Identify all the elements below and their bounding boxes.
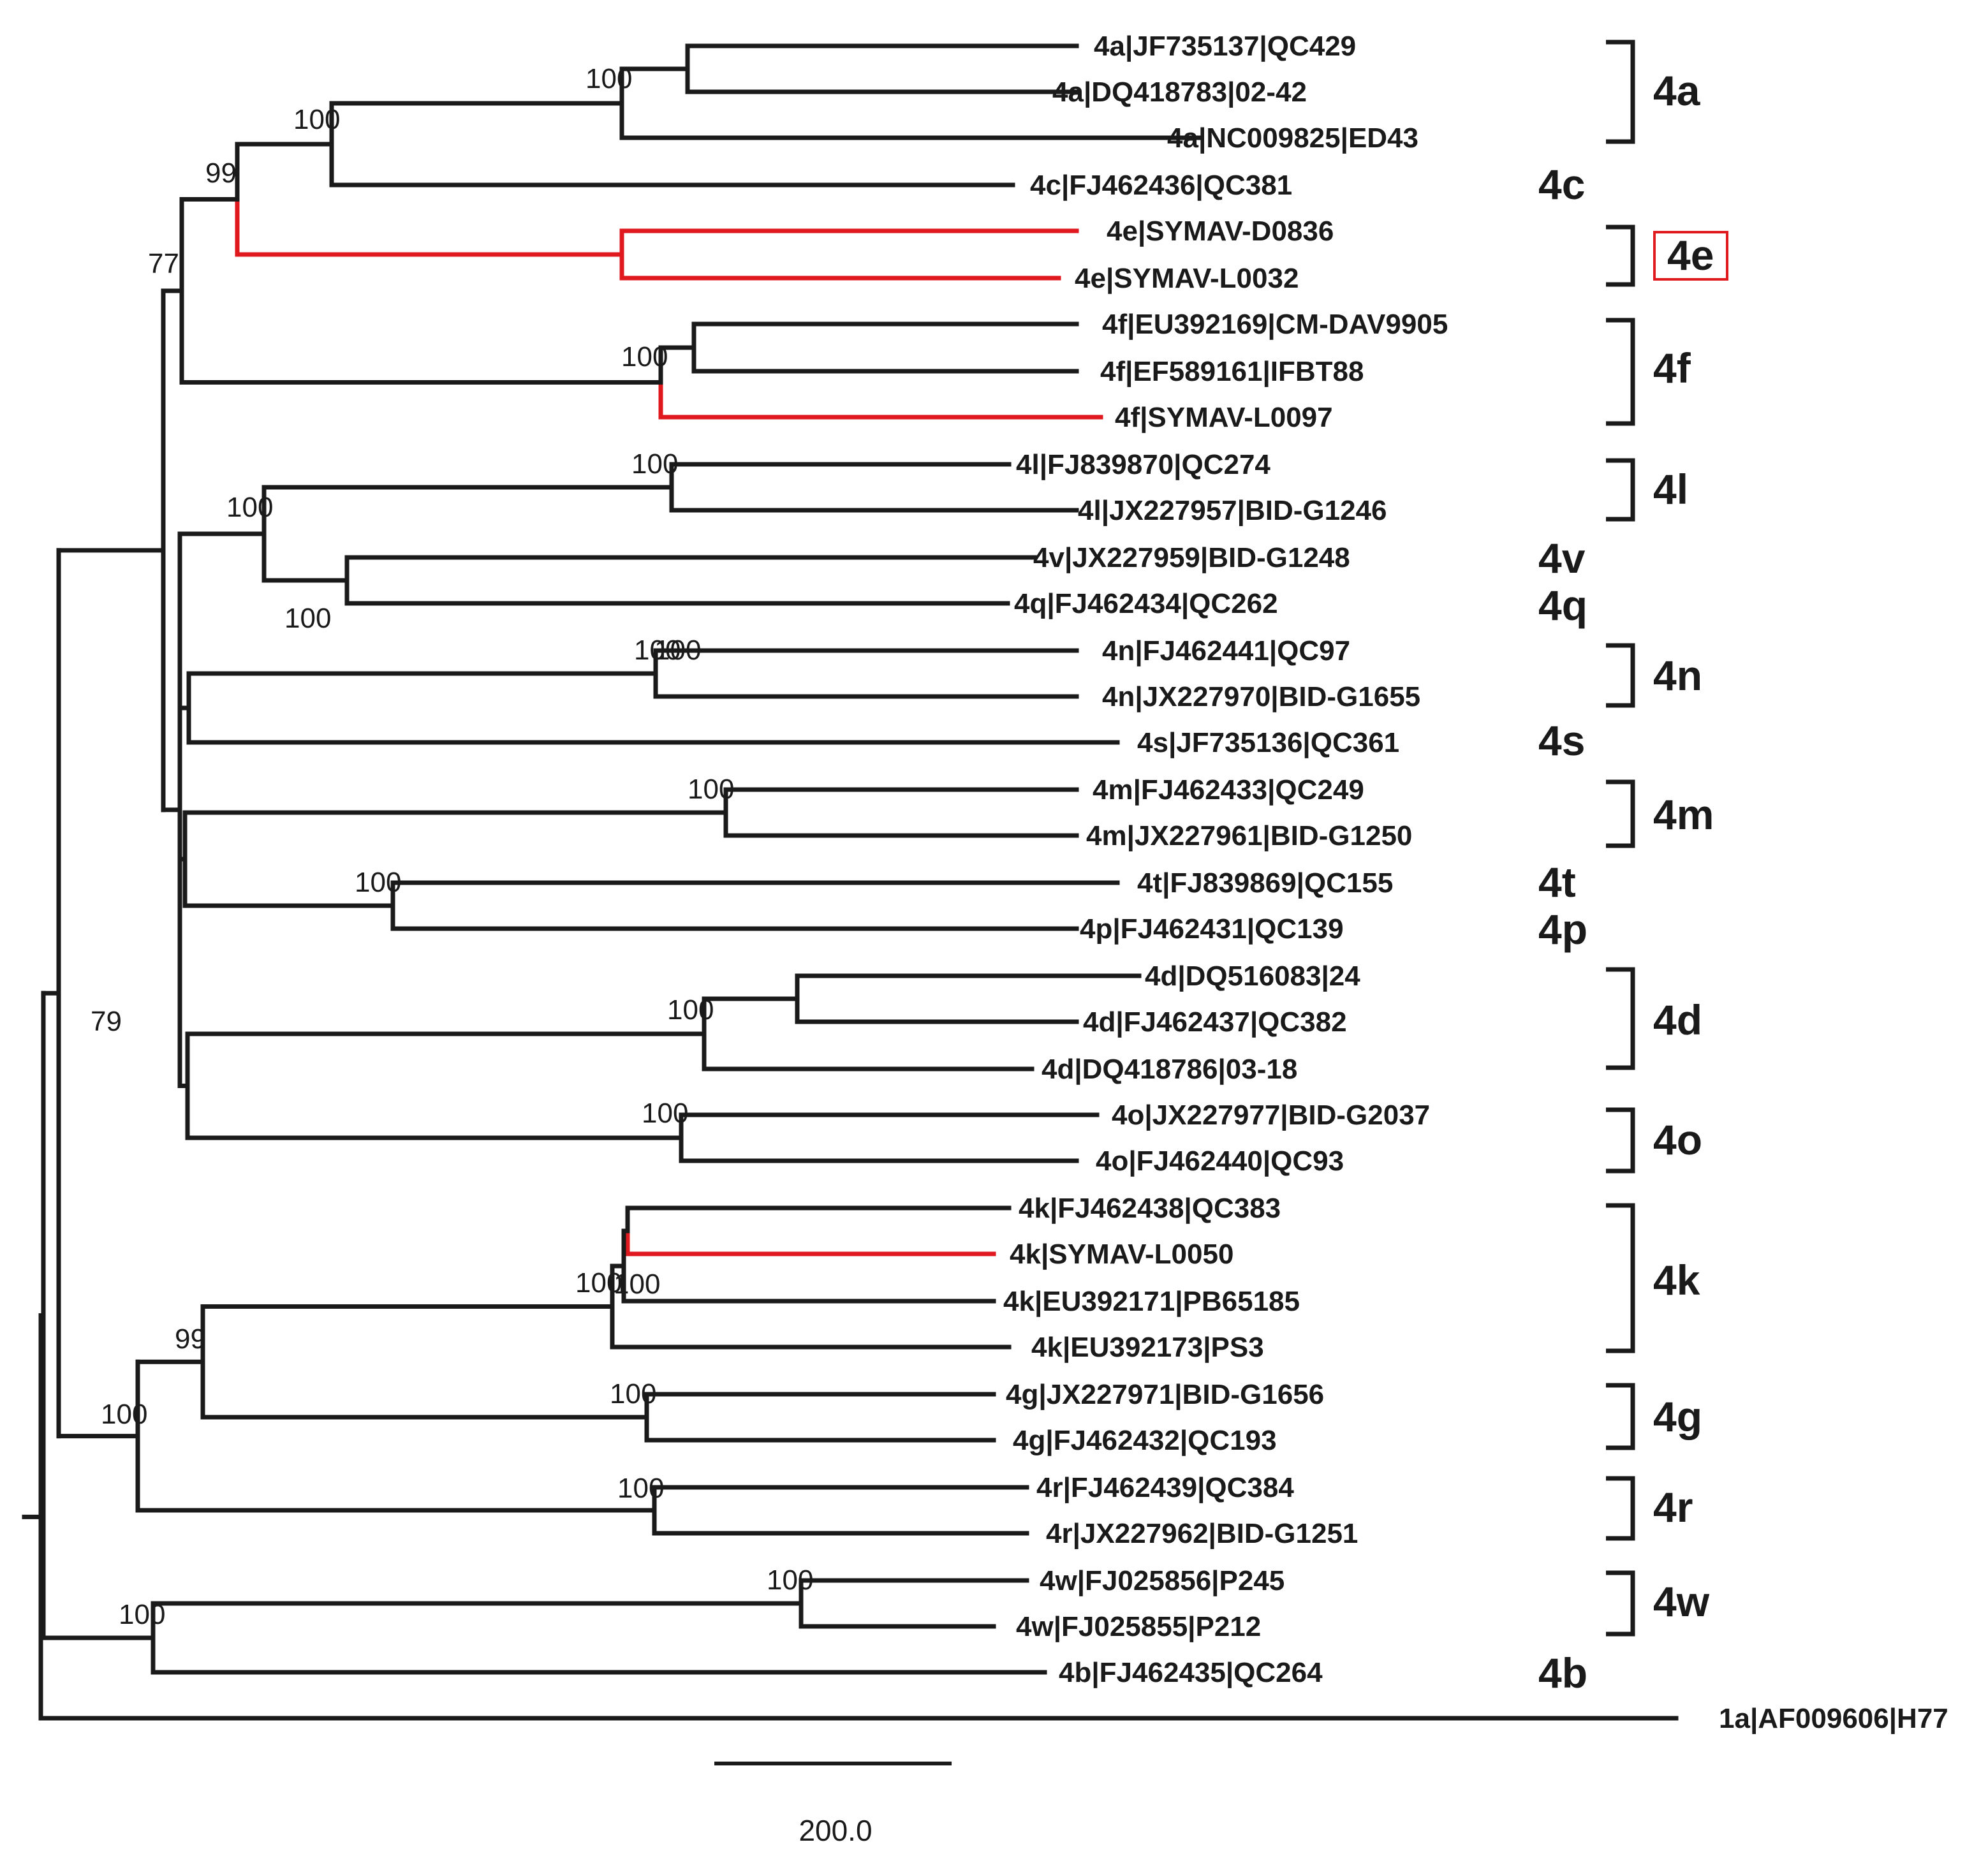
- bootstrap-labels: 1001009977100100100100100100100100100100…: [91, 63, 813, 1630]
- group-label-4k: 4k: [1653, 1256, 1700, 1304]
- leaf-label: 4a|NC009825|ED43: [1167, 122, 1418, 154]
- leaf-label: 4b|FJ462435|QC264: [1059, 1657, 1323, 1689]
- bootstrap-value: 100: [293, 104, 340, 135]
- group-label-4p: 4p: [1538, 906, 1587, 953]
- group-label-4g: 4g: [1653, 1393, 1702, 1440]
- scale-bar: 200.0: [714, 1762, 952, 1847]
- leaf-label: 4f|EF589161|IFBT88: [1100, 356, 1364, 388]
- bootstrap-value: 100: [634, 635, 681, 666]
- bootstrap-value: 100: [119, 1599, 165, 1630]
- group-bracket-4e: [1606, 225, 1635, 287]
- bootstrap-value: 100: [610, 1378, 656, 1410]
- group-label-4d: 4d: [1653, 996, 1702, 1043]
- group-label-4f: 4f: [1653, 344, 1691, 392]
- group-bracket-4a: [1606, 40, 1635, 144]
- leaf-label: 4k|FJ462438|QC383: [1019, 1193, 1281, 1225]
- leaf-label: 4k|EU392173|PS3: [1031, 1332, 1264, 1364]
- group-bracket-4o: [1606, 1107, 1635, 1174]
- leaf-label: 4v|JX227959|BID-G1248: [1033, 542, 1350, 574]
- bootstrap-value: 100: [226, 492, 273, 523]
- group-label-4s: 4s: [1538, 717, 1585, 764]
- leaf-label: 4p|FJ462431|QC139: [1080, 913, 1344, 945]
- leaf-label: 4q|FJ462434|QC262: [1014, 588, 1278, 620]
- leaf-label: 4l|FJ839870|QC274: [1016, 449, 1270, 481]
- leaf-label: 4d|DQ418786|03-18: [1042, 1054, 1297, 1086]
- leaf-label: 4o|JX227977|BID-G2037: [1112, 1100, 1430, 1131]
- bootstrap-value: 77: [148, 248, 179, 279]
- group-bracket-4d: [1606, 967, 1635, 1070]
- group-label-4m: 4m: [1653, 791, 1714, 838]
- group-label-4a: 4a: [1653, 67, 1701, 114]
- leaf-label: 4r|FJ462439|QC384: [1036, 1472, 1294, 1504]
- bootstrap-value: 100: [767, 1565, 813, 1596]
- leaf-label: 4d|FJ462437|QC382: [1083, 1006, 1347, 1038]
- leaf-label: 1a|AF009606|H77: [1719, 1703, 1948, 1735]
- bootstrap-value: 100: [585, 63, 632, 94]
- group-bracket-4n: [1606, 643, 1635, 708]
- bootstrap-value: 100: [667, 994, 714, 1026]
- leaf-label: 4k|EU392171|PB65185: [1003, 1286, 1300, 1318]
- leaf-label: 4w|FJ025856|P245: [1040, 1565, 1285, 1597]
- bootstrap-value: 100: [614, 1269, 660, 1300]
- group-label-4e: 4e: [1667, 232, 1714, 279]
- leaf-label: 4e|SYMAV-L0032: [1075, 263, 1299, 295]
- leaf-label: 4f|EU392169|CM-DAV9905: [1102, 309, 1448, 341]
- bootstrap-value: 99: [205, 158, 237, 189]
- leaf-label: 4c|FJ462436|QC381: [1030, 170, 1292, 202]
- group-label-4t: 4t: [1538, 858, 1576, 906]
- leaf-label: 4a|DQ418783|02-42: [1052, 77, 1307, 108]
- tree-branches: [22, 43, 1679, 1721]
- group-bracket-4l: [1606, 458, 1635, 522]
- leaf-label: 4r|JX227962|BID-G1251: [1046, 1518, 1358, 1550]
- leaf-label: 4g|JX227971|BID-G1656: [1006, 1379, 1324, 1411]
- leaf-label: 4a|JF735137|QC429: [1094, 31, 1356, 63]
- group-bracket-4g: [1606, 1383, 1635, 1450]
- leaf-label: 4f|SYMAV-L0097: [1115, 402, 1333, 434]
- leaf-label: 4m|JX227961|BID-G1250: [1086, 820, 1412, 852]
- bootstrap-value: 100: [688, 774, 734, 805]
- group-label-4v: 4v: [1538, 534, 1586, 582]
- leaf-label: 4l|JX227957|BID-G1246: [1078, 495, 1387, 527]
- group-label-4o: 4o: [1653, 1116, 1702, 1163]
- leaf-label: 4o|FJ462440|QC93: [1096, 1145, 1344, 1177]
- leaf-label: 4w|FJ025855|P212: [1016, 1611, 1261, 1643]
- bootstrap-value: 100: [621, 341, 668, 372]
- group-label-4c: 4c: [1538, 161, 1585, 208]
- group-label-4q: 4q: [1538, 582, 1587, 629]
- bootstrap-value: 100: [617, 1473, 664, 1504]
- bootstrap-value: 100: [631, 448, 678, 480]
- group-bracket-4m: [1606, 779, 1635, 848]
- bootstrap-value: 79: [91, 1006, 122, 1037]
- leaf-label: 4e|SYMAV-D0836: [1107, 216, 1334, 247]
- highlight-box-4e: [1653, 231, 1728, 281]
- group-label-4r: 4r: [1653, 1484, 1693, 1531]
- leaf-label: 4n|FJ462441|QC97: [1102, 635, 1350, 667]
- bootstrap-value: 100: [642, 1098, 688, 1129]
- leaf-label: 4g|FJ462432|QC193: [1013, 1425, 1277, 1457]
- group-label-4n: 4n: [1653, 652, 1702, 699]
- bootstrap-value: 100: [575, 1267, 622, 1299]
- bootstrap-value: 99: [175, 1323, 206, 1355]
- leaf-labels: 4a|JF735137|QC429 4a|DQ418783|02-42 4a|NC0…: [1003, 31, 1948, 1735]
- leaf-label: 4t|FJ839869|QC155: [1137, 867, 1393, 899]
- leaf-label: 4k|SYMAV-L0050: [1010, 1239, 1233, 1270]
- group-label-4l: 4l: [1653, 466, 1688, 513]
- group-bracket-4f: [1606, 318, 1635, 426]
- scale-bar-label: 200.0: [799, 1814, 872, 1847]
- group-bracket-4k: [1606, 1203, 1635, 1353]
- bootstrap-value: 100: [654, 635, 701, 666]
- leaf-label: 4s|JF735136|QC361: [1137, 727, 1399, 759]
- group-label-4b: 4b: [1538, 1649, 1587, 1697]
- bootstrap-value: 100: [355, 867, 401, 898]
- group-bracket-4r: [1606, 1476, 1635, 1541]
- group-label-4w: 4w: [1653, 1578, 1710, 1625]
- bootstrap-value: 100: [284, 603, 331, 634]
- bootstrap-value: 100: [101, 1399, 147, 1430]
- group-bracket-4w: [1606, 1570, 1635, 1637]
- leaf-label: 4n|JX227970|BID-G1655: [1102, 681, 1420, 713]
- leaf-label: 4m|FJ462433|QC249: [1093, 774, 1364, 806]
- leaf-label: 4d|DQ516083|24: [1145, 961, 1360, 992]
